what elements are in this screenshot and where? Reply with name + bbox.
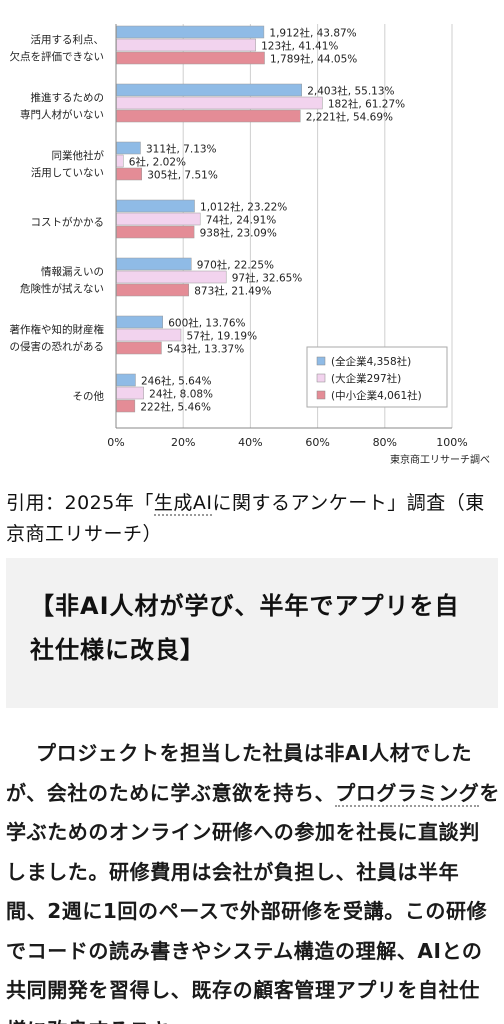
data-label: 97社, 32.65% <box>232 272 303 285</box>
data-label: 182社, 61.27% <box>328 98 405 111</box>
section-heading-box: 【非AI人材が学び、半年でアプリを自社仕様に改良】 <box>6 558 498 708</box>
bar <box>116 212 201 226</box>
bar <box>116 373 136 387</box>
data-label: 6社, 2.02% <box>129 156 186 169</box>
x-tick-label: 0% <box>107 436 124 449</box>
data-label: 57社, 19.19% <box>186 330 257 343</box>
data-label: 970社, 22.25% <box>197 259 274 272</box>
bar <box>116 167 142 181</box>
legend-swatch <box>316 356 326 366</box>
data-label: 222社, 5.46% <box>140 401 211 414</box>
caption-suffix: に関するアンケート」調査（東京商工リサーチ） <box>6 492 485 545</box>
bar <box>116 51 265 65</box>
category-label: 危険性が拭えない <box>20 282 104 295</box>
data-label: 873社, 21.49% <box>194 285 271 298</box>
category-label: 活用していない <box>31 167 104 179</box>
data-label: 2,221社, 54.69% <box>306 111 393 124</box>
bar <box>116 225 195 239</box>
legend-box <box>306 346 448 408</box>
caption-link[interactable]: 生成AI <box>153 492 213 516</box>
x-tick-label: 40% <box>238 436 262 449</box>
x-tick-labels: 0% 20% 40% 60% 80% 100% <box>107 436 467 449</box>
category-label: の侵害の恐れがある <box>10 340 105 353</box>
bar <box>116 341 162 355</box>
data-label: 600社, 13.76% <box>168 317 245 330</box>
caption-prefix: 引用：2025年「 <box>6 492 154 514</box>
data-label: 1,912社, 43.87% <box>269 27 356 40</box>
bar <box>116 283 189 297</box>
source-note: 東京商工リサーチ調べ <box>390 453 490 466</box>
category-label: 著作権や知的財産権 <box>10 323 105 336</box>
bar <box>116 270 227 284</box>
bar <box>116 315 163 329</box>
bar <box>116 328 182 342</box>
bar <box>116 38 256 52</box>
bar <box>116 83 302 97</box>
x-tick-label: 80% <box>373 436 397 449</box>
bars <box>116 25 323 413</box>
bar <box>116 141 141 155</box>
section-heading: 【非AI人材が学び、半年でアプリを自社仕様に改良】 <box>30 592 460 664</box>
category-label: 同業他社が <box>52 149 105 162</box>
legend-entry: (大企業297社) <box>331 372 401 385</box>
legend-swatch <box>316 390 326 400</box>
paragraph-part-1: プロジェクトを担当した社員は非AI人材でしたが、会社のために学ぶ意欲を持ち、 <box>6 741 473 805</box>
category-label: その他 <box>73 390 105 403</box>
bar <box>116 25 265 39</box>
legend-entry: (全企業4,358社) <box>331 355 411 368</box>
data-label: 1,012社, 23.22% <box>200 201 287 214</box>
quote-caption: 引用：2025年「生成AIに関するアンケート」調査（東京商工リサーチ） <box>6 488 496 550</box>
bar <box>116 399 136 413</box>
category-label: 活用する利点、 <box>31 34 105 46</box>
category-labels: 活用する利点、欠点を評価できない推進するための専門人材がいない同業他社が活用して… <box>10 34 105 403</box>
data-labels: 1,912社, 43.87% 2,403社, 55.13% 311社, 7.13% 1… <box>129 27 405 414</box>
category-label: 専門人材がいない <box>20 108 104 121</box>
bar <box>116 386 144 400</box>
bar <box>116 257 192 271</box>
data-label: 311社, 7.13% <box>146 143 217 156</box>
category-label: 推進するための <box>31 91 105 104</box>
legend: (全企業4,358社) (大企業297社) (中小企業4,061社) <box>306 346 448 408</box>
bar-chart: 活用する利点、欠点を評価できない推進するための専門人材がいない同業他社が活用して… <box>10 24 490 466</box>
legend-swatch <box>316 373 326 383</box>
category-label: コストがかかる <box>31 216 105 229</box>
bar <box>116 199 195 213</box>
bar <box>116 96 323 110</box>
data-label: 305社, 7.51% <box>147 169 218 182</box>
category-label: 情報漏えいの <box>41 265 104 278</box>
paragraph-link[interactable]: プログラミング <box>335 780 480 807</box>
x-tick-label: 100% <box>436 436 467 449</box>
data-label: 74社, 24.91% <box>206 214 277 227</box>
legend-entry: (中小企業4,061社) <box>331 389 422 402</box>
x-tick-label: 60% <box>305 436 329 449</box>
article-paragraph: プロジェクトを担当した社員は非AI人材でしたが、会社のために学ぶ意欲を持ち、プロ… <box>6 734 500 1024</box>
data-label: 24社, 8.08% <box>149 388 213 401</box>
data-label: 123社, 41.41% <box>261 40 338 53</box>
data-label: 246社, 5.64% <box>141 375 212 388</box>
bar <box>116 154 124 168</box>
paragraph-part-2: を学ぶためのオンライン研修への参加を社長に直談判しました。研修費用は会社が負担し… <box>6 780 501 1024</box>
category-label: 欠点を評価できない <box>10 50 105 63</box>
bar <box>116 109 301 123</box>
data-label: 1,789社, 44.05% <box>270 53 357 66</box>
x-tick-label: 20% <box>171 436 195 449</box>
data-label: 543社, 13.37% <box>167 343 244 356</box>
data-label: 938社, 23.09% <box>200 227 277 240</box>
data-label: 2,403社, 55.13% <box>307 85 394 98</box>
